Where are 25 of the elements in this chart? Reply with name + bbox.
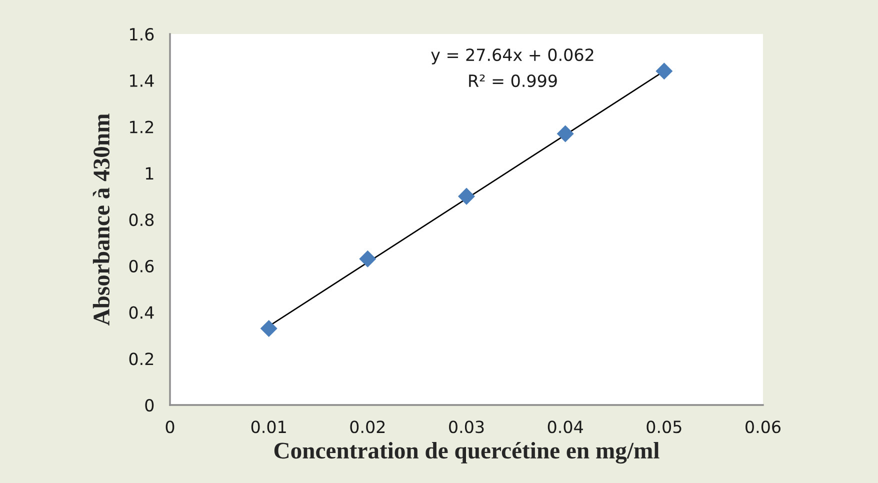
annotation: y = 27.64x + 0.062 [431, 48, 594, 64]
y-axis-title: Absorbance à 430nm [92, 114, 110, 326]
x-tick-label: 0.04 [548, 420, 583, 434]
point [458, 188, 476, 205]
y-tick-label: 1.2 [130, 120, 154, 134]
y-tick-label: 1 [146, 167, 154, 180]
point [556, 125, 574, 142]
x-tick-label: 0 [166, 420, 174, 434]
point [656, 62, 673, 80]
y-tick-label: 0.8 [129, 213, 154, 226]
y-tick-label: 0.4 [129, 306, 154, 319]
y-tick-label: 0.2 [129, 352, 154, 366]
y-tick-label: 0 [145, 398, 154, 412]
x-tick-label: 0.06 [746, 420, 781, 434]
point [260, 320, 278, 337]
point [359, 250, 376, 268]
x-axis-title: Concentration de quercétine en mg/ml [274, 442, 660, 464]
x-tick-label: 0.01 [251, 420, 286, 434]
y-tick-label: 1.6 [130, 28, 154, 41]
y-tick-label: 0.6 [129, 260, 154, 272]
x-tick-label: 0.05 [646, 420, 682, 434]
y-tick-label: 1.4 [130, 74, 154, 87]
x-tick-label: 0.03 [449, 420, 484, 434]
annotation: R² = 0.999 [469, 74, 557, 88]
x-tick-label: 0.02 [350, 420, 385, 434]
